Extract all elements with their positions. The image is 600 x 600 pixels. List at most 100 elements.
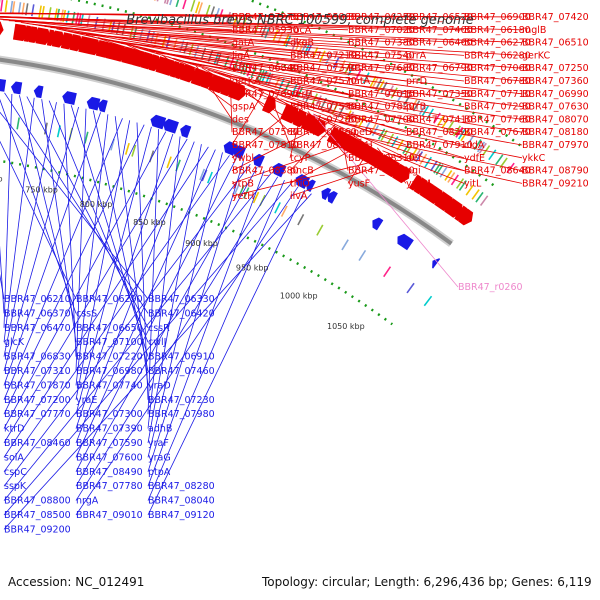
gene-label: yraE	[76, 395, 97, 406]
annotation-tick	[285, 35, 292, 47]
leader-line	[280, 98, 407, 146]
gene-label: pncB	[290, 166, 314, 177]
gene-label: BBR47_07290	[464, 102, 531, 113]
annotation-tick	[406, 282, 415, 294]
annotation-tick	[305, 90, 312, 103]
annotation-tick	[478, 142, 487, 154]
gene-label: BBR47_07690	[232, 89, 299, 100]
gene-label: BBR47_08630	[348, 166, 415, 177]
gene-label: yraF	[148, 438, 169, 449]
annotation-tick	[206, 171, 213, 184]
gene-label: BBR47_06830	[4, 352, 71, 363]
gene-label: yitL	[464, 178, 482, 189]
gene-label: ptpA	[148, 467, 171, 478]
gene-label: BBR47_07630	[522, 102, 589, 113]
leader-line	[195, 65, 233, 120]
gene-label: BBR47_07770	[4, 409, 71, 420]
gene-label: BBR47_07230	[148, 395, 215, 406]
leader-line	[347, 144, 373, 184]
gene-label: BBR47_08460	[4, 438, 71, 449]
annotation-tick	[371, 124, 380, 137]
leader-line	[274, 96, 349, 146]
annotation-tick	[339, 60, 346, 72]
gene-label: BBR47_08790	[522, 166, 589, 177]
forward-gene-arrow	[0, 21, 4, 36]
reverse-gene-arrow	[10, 81, 23, 95]
leader-line	[3, 131, 167, 429]
annotation-tick	[166, 156, 172, 169]
kbp-tick-label: 1000 kbp	[280, 291, 318, 300]
kbp-tick-label: 950 kbp	[236, 264, 269, 273]
leader-line	[339, 127, 349, 171]
leader-line	[114, 116, 149, 386]
leader-line	[63, 103, 77, 357]
gene-label: BBR47_07310	[4, 366, 71, 377]
gene-label: BBR47_07220	[76, 352, 143, 363]
gene-label: thiO	[290, 178, 310, 189]
leader-line	[136, 122, 149, 400]
gene-label: BBR47_07820	[348, 102, 415, 113]
gene-label: BBR47_07250	[522, 63, 589, 74]
gene-label: BBR47_05930	[232, 25, 299, 36]
gene-label: BBR47_06980	[76, 366, 143, 377]
reverse-gene-arrow	[33, 85, 44, 99]
gene-label: BBR47_06790	[406, 63, 473, 74]
leader-line	[3, 124, 145, 415]
annotation-tick	[391, 136, 399, 148]
leader-line	[0, 13, 523, 18]
gene-label: natA	[348, 76, 371, 87]
forward-gene-arrow	[309, 117, 326, 137]
leader-line	[126, 44, 233, 95]
gene-label: BBR47_07710	[464, 89, 531, 100]
leader-line	[289, 141, 367, 184]
gene-label: mglB	[522, 25, 546, 36]
gene-label: BBR47_06180	[464, 25, 531, 36]
gene-label: BBR47_08130	[290, 140, 357, 151]
annotation-tick	[412, 100, 421, 112]
gene-label: dkgB	[290, 38, 314, 49]
leader-line	[231, 121, 330, 171]
gene-label: gerKC	[522, 50, 550, 61]
leader-line	[3, 118, 123, 400]
gene-label: BBR47_07300	[76, 409, 143, 420]
annotation-tick	[195, 1, 201, 14]
gene-label: BBR47_07530	[290, 102, 357, 113]
annotation-tick	[344, 110, 352, 122]
reverse-gene-arrow	[180, 124, 192, 138]
gene-label: prrB	[406, 102, 426, 113]
gene-label: BBR47_08310	[348, 153, 415, 164]
leader-line	[231, 156, 393, 197]
leader-line	[41, 99, 77, 343]
annotation-tick	[246, 19, 253, 32]
leader-line	[75, 126, 152, 415]
gene-label: cspC	[4, 467, 27, 478]
annotation-tick	[21, 2, 25, 15]
forward-gene-arrow	[392, 163, 410, 184]
kbp-tick-label: 1050 kbp	[327, 322, 365, 331]
gene-label: yusM	[406, 178, 431, 189]
gene-label: BBR47_07100	[76, 337, 143, 348]
leader-line	[190, 63, 523, 107]
annotation-tick	[419, 153, 428, 165]
annotation-tick	[274, 202, 281, 214]
gene-label: def	[406, 153, 422, 164]
gene-label: BBR47_07210	[290, 50, 357, 61]
gene-label: BBR47_06290	[76, 294, 143, 305]
reverse-gene-arrow	[86, 96, 101, 111]
gene-label: BBR47_07680	[348, 63, 415, 74]
annotation-tick	[476, 141, 486, 153]
annotation-tick	[316, 224, 324, 236]
leader-line	[231, 105, 298, 159]
annotation-tick	[473, 139, 482, 150]
leader-line	[229, 78, 233, 133]
annotation-tick	[371, 76, 379, 89]
annotation-tick	[465, 184, 474, 196]
reverse-gene-arrow	[97, 99, 108, 113]
leader-line	[3, 93, 13, 328]
leader-line	[376, 147, 407, 184]
gene-label: adhB	[148, 424, 172, 435]
gene-label: BBR47_07670	[464, 127, 531, 138]
annotation-tick	[163, 0, 167, 4]
